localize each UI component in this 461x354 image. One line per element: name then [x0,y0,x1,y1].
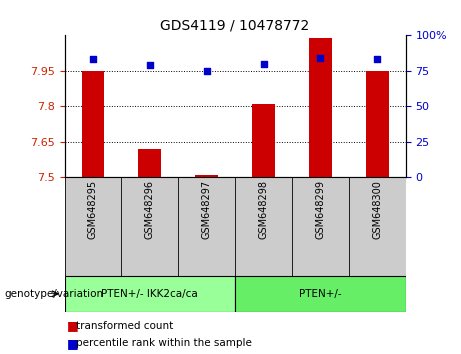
Text: GSM648295: GSM648295 [88,180,98,239]
Point [260,61,267,67]
Text: ■: ■ [67,319,78,332]
Text: PTEN+/- IKK2ca/ca: PTEN+/- IKK2ca/ca [101,289,198,299]
Point [317,55,324,61]
Point [203,68,210,74]
Text: genotype/variation: genotype/variation [5,289,104,299]
Point [89,57,97,62]
Text: percentile rank within the sample: percentile rank within the sample [76,338,252,348]
Text: PTEN+/-: PTEN+/- [299,289,342,299]
Bar [65,276,235,312]
Point [373,57,381,62]
Text: GSM648299: GSM648299 [315,180,325,239]
Title: GDS4119 / 10478772: GDS4119 / 10478772 [160,19,310,33]
Text: ■: ■ [67,337,78,350]
Bar [252,104,275,177]
Bar [195,175,218,177]
Bar [309,38,332,177]
Bar [138,149,161,177]
Text: GSM648296: GSM648296 [145,180,155,239]
Text: GSM648300: GSM648300 [372,180,382,239]
Point [146,62,154,68]
Bar [235,276,406,312]
Text: GSM648297: GSM648297 [201,180,212,239]
Bar [82,71,104,177]
Bar [366,71,389,177]
Text: GSM648298: GSM648298 [259,180,269,239]
Text: transformed count: transformed count [76,321,173,331]
